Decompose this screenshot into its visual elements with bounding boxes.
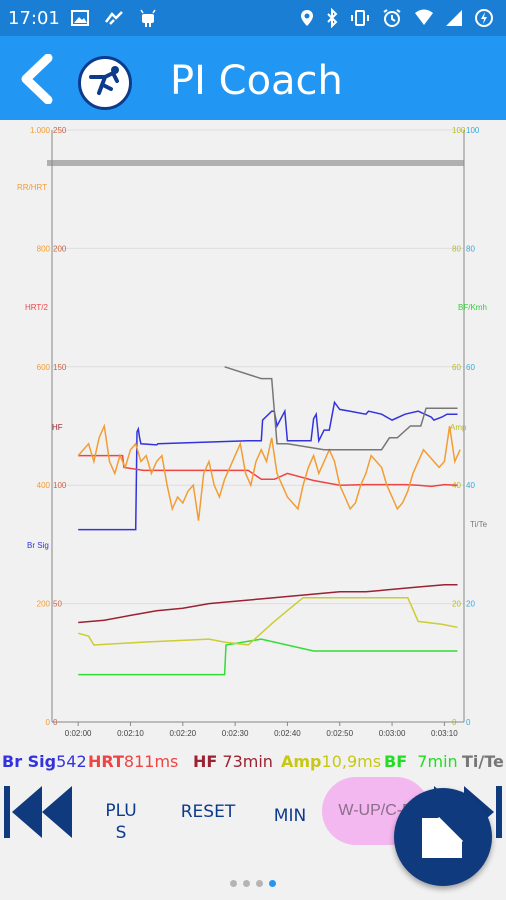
legend-hrt: HRT811ms xyxy=(88,752,179,771)
y-tick-left-inner: 100 xyxy=(53,481,67,490)
y-tick-right-outer: 0 xyxy=(466,718,471,727)
legend: Br Sig542 HRT811ms HF 73min Amp10,9ms BF… xyxy=(0,750,506,774)
page-dot xyxy=(243,880,250,887)
x-tick-label: 0:03:00 xyxy=(379,729,406,738)
wifi-icon xyxy=(415,9,433,25)
axis-label-hrt2: HRT/2 xyxy=(25,303,49,312)
axis-label-bf-kmh: BF/Kmh xyxy=(458,303,487,312)
axis-label-rr-hrt: RR/HRT xyxy=(17,183,47,192)
signal-icon xyxy=(446,10,462,26)
axis-label-amp: Amp xyxy=(450,423,467,432)
legend-br-sig: Br Sig542 xyxy=(2,752,87,771)
series-ti-te xyxy=(224,366,458,451)
notification-icon xyxy=(105,11,123,25)
app-logo xyxy=(78,56,132,110)
axis-label-hf: HF xyxy=(52,423,63,432)
fullscreen-button[interactable] xyxy=(394,788,492,886)
fullscreen-icon xyxy=(422,816,464,858)
legend-bf: BF 7min xyxy=(384,752,458,771)
status-bar: 17:01 xyxy=(0,0,506,36)
battery-saver-icon xyxy=(475,9,493,27)
back-arrow-icon[interactable] xyxy=(14,54,58,104)
legend-ti-te: Ti/Te xyxy=(462,752,504,771)
alarm-icon xyxy=(383,9,401,27)
legend-hf: HF 73min xyxy=(193,752,273,771)
y-tick-left-inner: 50 xyxy=(53,600,62,609)
chart-grid xyxy=(52,129,464,723)
x-tick-label: 0:02:20 xyxy=(169,729,196,738)
series-hf xyxy=(78,583,458,624)
y-tick-right-outer: 20 xyxy=(466,600,475,609)
y-tick-right-outer: 100 xyxy=(466,126,480,135)
x-tick-label: 0:03:10 xyxy=(431,729,458,738)
legend-amp: Amp10,9ms xyxy=(281,752,382,771)
page-indicator xyxy=(228,880,288,892)
series-bf-speed xyxy=(77,596,458,646)
axis-label-br-sig: Br Sig xyxy=(27,541,49,550)
y-tick-left-outer: 200 xyxy=(37,600,51,609)
x-tick-label: 0:02:50 xyxy=(326,729,353,738)
rewind-icon[interactable] xyxy=(4,784,72,840)
image-icon xyxy=(71,10,89,26)
x-tick-label: 0:02:40 xyxy=(274,729,301,738)
y-tick-left-inner: 150 xyxy=(53,363,67,372)
android-icon xyxy=(140,9,156,27)
series-amp xyxy=(77,423,461,521)
min-button[interactable]: MIN xyxy=(273,806,307,826)
y-tick-right-outer: 60 xyxy=(466,363,475,372)
runner-icon xyxy=(89,66,119,95)
bluetooth-icon xyxy=(327,8,338,28)
reset-button[interactable]: RESET xyxy=(180,802,236,822)
plus-button[interactable]: PLU S xyxy=(105,801,137,843)
y-tick-right-outer: 40 xyxy=(466,481,475,490)
location-icon xyxy=(301,10,313,26)
x-tick-label: 0:02:00 xyxy=(65,729,92,738)
chart-top-bar xyxy=(47,160,464,166)
x-tick-label: 0:02:10 xyxy=(117,729,144,738)
y-tick-right-inner: 60 xyxy=(452,363,461,372)
y-tick-left-outer: 0 xyxy=(46,718,51,727)
status-time: 17:01 xyxy=(8,8,60,29)
vibrate-icon xyxy=(351,10,369,26)
series-hrt xyxy=(78,454,458,488)
y-tick-right-inner: 80 xyxy=(452,244,461,253)
page-dot xyxy=(256,880,263,887)
app-bar: PI Coach xyxy=(0,36,506,120)
y-tick-left-outer: 600 xyxy=(37,363,51,372)
chart-series xyxy=(77,366,461,676)
y-tick-left-inner: 250 xyxy=(53,126,67,135)
page-dot xyxy=(230,880,237,887)
y-tick-right-inner: 20 xyxy=(452,600,461,609)
x-tick-label: 0:02:30 xyxy=(222,729,249,738)
y-tick-left-outer: 400 xyxy=(37,481,51,490)
y-tick-right-inner: 100 xyxy=(452,126,466,135)
series-bf xyxy=(78,638,458,676)
y-tick-left-outer: 1.000 xyxy=(30,126,51,135)
page-dot-active xyxy=(269,880,276,887)
y-tick-left-inner: 200 xyxy=(53,244,67,253)
y-tick-right-outer: 80 xyxy=(466,244,475,253)
axis-label-ti-te: Ti/Te xyxy=(470,520,488,529)
page-title: PI Coach xyxy=(170,58,343,104)
series-br-sig xyxy=(78,400,458,531)
y-tick-left-outer: 800 xyxy=(37,244,51,253)
